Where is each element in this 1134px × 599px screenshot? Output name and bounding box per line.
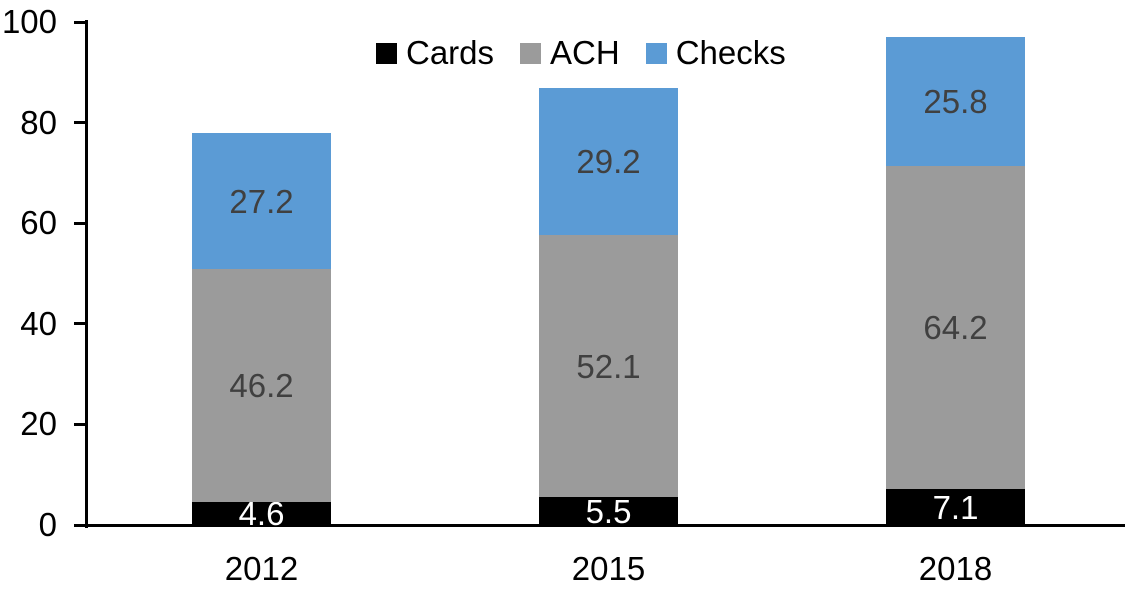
x-axis-label-2018: 2018 — [918, 550, 993, 587]
legend-item-ach: ACH — [520, 36, 620, 70]
x-axis-label-2015: 2015 — [571, 550, 646, 587]
y-axis-tick-label: 100 — [1, 3, 57, 40]
y-axis-tick — [74, 523, 85, 527]
y-axis-line — [85, 20, 88, 528]
segment-value-label: 27.2 — [229, 182, 294, 220]
bar-segment-checks-2018: 25.8 — [886, 36, 1025, 167]
y-axis-tick-label: 0 — [38, 506, 57, 543]
legend-label: Cards — [406, 34, 495, 71]
bar-segment-ach-2012: 46.2 — [192, 269, 331, 502]
segment-value-label: 7.1 — [932, 488, 979, 526]
segment-value-label: 46.2 — [229, 367, 294, 405]
bar-segment-cards-2012: 4.6 — [192, 497, 331, 530]
legend-swatch-icon — [376, 42, 397, 64]
y-axis-tick — [74, 422, 85, 426]
segment-value-label: 29.2 — [576, 143, 641, 181]
y-axis-tick — [74, 20, 85, 24]
bar-segment-ach-2015: 52.1 — [539, 235, 678, 498]
segment-value-label: 64.2 — [923, 309, 988, 347]
chart-legend: Cards ACH Checks — [376, 36, 786, 70]
bar-segment-cards-2015: 5.5 — [539, 492, 678, 530]
y-axis-tick — [74, 322, 85, 326]
y-axis-tick — [74, 121, 85, 125]
y-axis-tick — [74, 221, 85, 225]
legend-item-cards: Cards — [376, 36, 494, 70]
segment-value-label: 52.1 — [576, 347, 641, 385]
y-axis-tick-label: 20 — [20, 405, 57, 443]
legend-label: ACH — [550, 34, 620, 71]
y-axis-tick-label: 60 — [20, 204, 57, 242]
y-axis-tick-label: 40 — [20, 304, 57, 342]
y-axis-tick-label: 80 — [20, 103, 57, 141]
legend-swatch-icon — [520, 42, 542, 64]
legend-swatch-icon — [645, 42, 667, 64]
x-axis-label-2012: 2012 — [224, 550, 299, 587]
segment-value-label: 25.8 — [923, 82, 988, 120]
x-axis-line — [85, 524, 1125, 527]
legend-label: Checks — [675, 34, 786, 71]
legend-item-checks: Checks — [645, 34, 786, 71]
bar-segment-checks-2015: 29.2 — [539, 88, 678, 236]
segment-value-label: 4.6 — [238, 494, 285, 532]
bar-segment-checks-2012: 27.2 — [192, 132, 331, 270]
bar-segment-cards-2018: 7.1 — [886, 489, 1025, 525]
segment-value-label: 5.5 — [585, 492, 632, 530]
bar-segment-ach-2018: 64.2 — [886, 166, 1025, 490]
